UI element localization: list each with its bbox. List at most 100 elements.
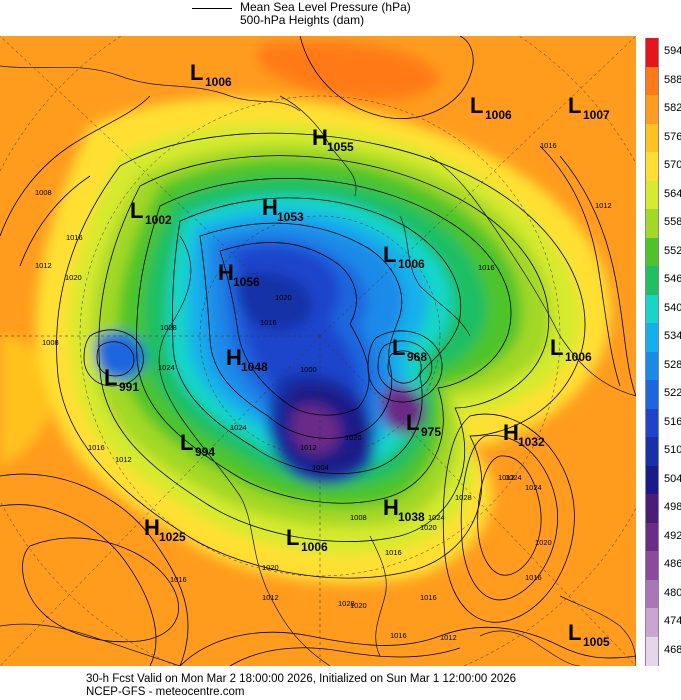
- colorbar-swatch: [645, 579, 659, 609]
- colorbar-label: 498: [664, 501, 681, 514]
- low-pressure-symbol: L: [190, 60, 203, 85]
- isobar-label: 1012: [440, 633, 457, 642]
- pressure-center-value: 1056: [233, 275, 260, 289]
- colorbar-label: 588: [664, 73, 681, 86]
- isobar-label: 1016: [525, 573, 542, 582]
- isobar-label: 1024: [230, 423, 247, 432]
- pressure-center-value: 1005: [583, 635, 610, 649]
- colorbar-swatch: [645, 237, 659, 267]
- isobar-label: 1016: [420, 593, 437, 602]
- pressure-center-value: 975: [421, 425, 441, 439]
- isobar-label: 1020: [345, 433, 362, 442]
- isobar-label: 1012: [595, 201, 612, 210]
- mslp-line-swatch: [192, 8, 232, 9]
- isobar-label: 1020: [262, 563, 279, 572]
- low-pressure-symbol: L: [568, 620, 581, 645]
- isobar-label: 1028: [338, 599, 355, 608]
- isobar-label: 1016: [478, 263, 495, 272]
- low-pressure-symbol: L: [550, 335, 563, 360]
- pressure-center-value: 968: [407, 350, 427, 364]
- low-pressure-symbol: L: [383, 242, 396, 267]
- isobar-label: 1020: [420, 523, 437, 532]
- isobar-label: 1016: [170, 575, 187, 584]
- isobar-label: 1028: [455, 493, 472, 502]
- isobar-label: 1024: [428, 513, 445, 522]
- isobar-label: 1024: [525, 483, 542, 492]
- isobar-label: 1016: [66, 233, 83, 242]
- pressure-center-value: 1032: [518, 435, 545, 449]
- colorbar-label: 558: [664, 216, 681, 229]
- isobar-label: 1000: [300, 365, 317, 374]
- map-legend: Mean Sea Level Pressure (hPa) 500-hPa He…: [0, 0, 681, 36]
- isobar-label: 1004: [312, 463, 329, 472]
- isobar-label: 1020: [65, 273, 82, 282]
- pressure-center-value: 1006: [301, 540, 328, 554]
- colorbar-label: 480: [664, 586, 681, 599]
- colorbar-swatch: [645, 608, 659, 637]
- low-pressure-symbol: L: [286, 525, 299, 550]
- isobar-label: 1008: [350, 513, 367, 522]
- low-pressure-symbol: L: [568, 93, 581, 118]
- pressure-center-value: 1007: [583, 108, 610, 122]
- pressure-center-value: 994: [195, 445, 215, 459]
- pressure-center-value: 1025: [159, 530, 186, 544]
- low-pressure-symbol: L: [470, 93, 483, 118]
- colorbar-label: 516: [664, 415, 681, 428]
- colorbar-label: 540: [664, 301, 681, 314]
- colorbar-swatch: [645, 66, 659, 96]
- colorbar-swatch: [645, 38, 659, 67]
- isobar-label: 1012: [35, 261, 52, 270]
- low-pressure-symbol: L: [104, 365, 117, 390]
- colorbar-label: 546: [664, 273, 681, 286]
- colorbar-label: 510: [664, 444, 681, 457]
- colorbar-swatch: [645, 294, 659, 324]
- pressure-center-value: 1006: [398, 257, 425, 271]
- pressure-center-value: 1048: [241, 360, 268, 374]
- colorbar-label: 492: [664, 529, 681, 542]
- isobar-label: 1012: [300, 443, 317, 452]
- high-pressure-symbol: H: [383, 495, 399, 520]
- isobar-label: 1016: [385, 548, 402, 557]
- low-pressure-symbol: L: [406, 410, 419, 435]
- high-pressure-symbol: H: [226, 345, 242, 370]
- heights-colorbar: [645, 38, 659, 666]
- colorbar-swatch: [645, 266, 659, 295]
- pressure-center-value: 1006: [485, 108, 512, 122]
- colorbar-label: 594: [664, 45, 681, 58]
- colorbar-swatch: [645, 465, 659, 495]
- isobar-label: 1020: [535, 538, 552, 547]
- valid-time-text: 30-h Fcst Valid on Mon Mar 2 18:00:00 20…: [86, 673, 517, 685]
- pressure-center-value: 1038: [398, 510, 425, 524]
- graticule: [0, 36, 636, 666]
- colorbar-swatch: [645, 522, 659, 552]
- colorbar-label: 528: [664, 358, 681, 371]
- isobar-labels: 1012101610081012101610201024102810161012…: [35, 141, 612, 642]
- isobar-label: 1016: [260, 318, 277, 327]
- isobar-label: 1024: [505, 473, 522, 482]
- colorbar-swatch: [645, 209, 659, 238]
- low-pressure-symbol: L: [130, 198, 143, 223]
- pressure-center-value: 1006: [565, 350, 592, 364]
- colorbar-label: 522: [664, 387, 681, 400]
- colorbar-swatch: [645, 95, 659, 124]
- high-pressure-symbol: H: [503, 420, 519, 445]
- colorbar-swatch: [645, 180, 659, 210]
- isobar-label: 1008: [35, 188, 52, 197]
- colorbar-label: 564: [664, 187, 681, 200]
- isobar-label: 1020: [350, 601, 367, 610]
- isobar-label: 1016: [390, 631, 407, 640]
- colorbar-label: 486: [664, 558, 681, 571]
- pressure-center-value: 1055: [327, 140, 354, 154]
- colorbar-swatch: [645, 123, 659, 153]
- colorbar-label: 570: [664, 159, 681, 172]
- heights-legend-label: 500-hPa Heights (dam): [240, 13, 365, 27]
- colorbar-swatch: [645, 351, 659, 381]
- low-pressure-symbol: L: [392, 335, 405, 360]
- forecast-map: 1012101610081012101610201024102810161012…: [0, 36, 636, 666]
- colorbar-swatch: [645, 380, 659, 409]
- colorbar-label: 474: [664, 615, 681, 628]
- low-pressure-symbol: L: [180, 430, 193, 455]
- colorbar-label: 468: [664, 643, 681, 656]
- colorbar-label: 582: [664, 102, 681, 115]
